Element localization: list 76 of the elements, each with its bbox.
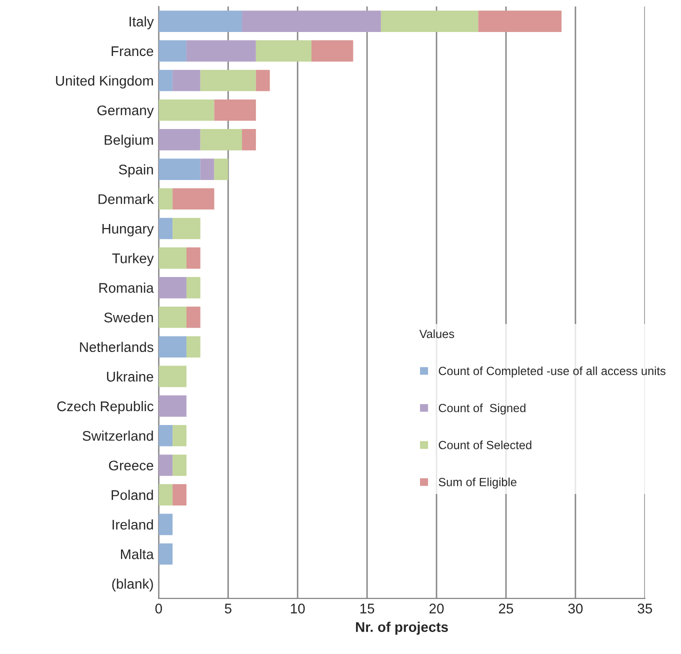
bar <box>158 188 173 210</box>
bar <box>200 129 242 150</box>
x-tick-label: 15 <box>360 604 374 614</box>
bar <box>242 10 381 32</box>
legend-title: Values <box>419 329 454 338</box>
y-tick-label: United Kingdom <box>56 75 153 88</box>
bar <box>158 336 186 358</box>
x-tick-label: 30 <box>568 604 583 614</box>
bar <box>186 40 256 62</box>
bar <box>186 336 200 358</box>
bar <box>158 366 186 388</box>
bar <box>200 158 214 180</box>
bar <box>214 99 256 121</box>
bar <box>158 454 173 476</box>
bar <box>172 424 186 446</box>
bar <box>172 188 214 210</box>
y-tick-label: Belgium <box>104 134 153 148</box>
x-tick-label: 20 <box>429 604 444 614</box>
y-tick-label: Turkey <box>112 253 154 266</box>
y-tick-label: France <box>112 46 154 56</box>
y-tick-label: Spain <box>118 164 153 178</box>
bar <box>158 395 186 417</box>
y-tick-label: Switzerland <box>82 430 153 441</box>
bar <box>186 306 200 328</box>
bar <box>158 514 173 536</box>
y-tick-label: Malta <box>120 548 154 560</box>
bar <box>172 70 200 92</box>
bar <box>256 70 270 92</box>
y-tick-label: Italy <box>130 16 154 30</box>
x-tick-label: 0 <box>155 604 162 614</box>
x-tick-label: 10 <box>290 604 305 614</box>
bar <box>214 158 228 180</box>
y-tick-label: Ukraine <box>107 371 154 382</box>
bar <box>158 99 214 121</box>
bar <box>158 158 200 180</box>
x-axis-title: Nr. of projects <box>356 622 448 635</box>
y-tick-label: Hungary <box>102 224 154 236</box>
bar <box>478 10 562 32</box>
bar <box>158 218 173 240</box>
y-tick-label: Denmark <box>98 194 154 204</box>
bar <box>172 454 186 476</box>
bar <box>158 247 186 269</box>
bar <box>311 40 354 62</box>
bar <box>158 70 173 92</box>
bar <box>380 10 478 32</box>
bar <box>158 277 186 298</box>
y-tick-label: Sweden <box>104 312 153 322</box>
bar <box>158 424 173 446</box>
y-tick-label: Ireland <box>112 519 153 530</box>
bar <box>158 10 242 32</box>
y-tick-label: Poland <box>112 490 153 500</box>
y-tick-label: (blank) <box>112 578 153 592</box>
bar <box>158 543 173 565</box>
bar <box>158 306 186 328</box>
bar <box>186 247 200 269</box>
bar <box>242 129 256 150</box>
x-tick-label: 35 <box>638 604 652 614</box>
legend-label: Count of Selected <box>438 440 532 450</box>
bar <box>158 40 186 62</box>
bar <box>158 484 173 506</box>
bar <box>200 70 256 92</box>
y-tick-label: Czech Republic <box>57 401 154 414</box>
bar <box>158 129 200 150</box>
y-tick-label: Germany <box>97 105 154 118</box>
bar <box>256 40 312 62</box>
y-tick-label: Romania <box>99 282 154 293</box>
legend-label: Count of Signed <box>438 404 526 415</box>
legend-label: Count of Completed -use of all access units <box>438 366 666 378</box>
bar <box>172 484 186 506</box>
legend-label: Sum of Eligible <box>438 478 516 489</box>
bar <box>186 277 200 298</box>
bar <box>172 218 200 240</box>
y-tick-label: Netherlands <box>80 342 154 352</box>
x-tick-label: 25 <box>498 604 514 614</box>
y-tick-label: Greece <box>108 460 154 470</box>
x-tick-label: 5 <box>224 604 232 614</box>
